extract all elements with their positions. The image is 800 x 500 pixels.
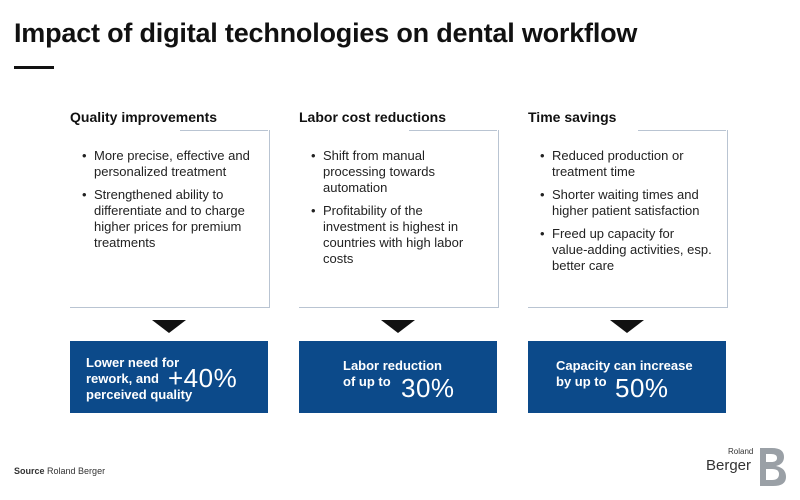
bullet-item: Profitability of the investment is highe… (311, 203, 484, 267)
bullet-list: Shift from manual processing towards aut… (311, 148, 484, 267)
page-title: Impact of digital technologies on dental… (14, 18, 638, 48)
result-value: +40% (168, 363, 238, 393)
bullet-list: Reduced production or treatment time Sho… (540, 148, 713, 274)
bullet-item: More precise, effective and personalized… (82, 148, 255, 180)
column-heading: Labor cost reductions (299, 109, 447, 125)
bullet-box: Shift from manual processing towards aut… (299, 130, 499, 308)
result-label: Labor reduction of up to (343, 358, 442, 389)
result-box-time: Capacity can increase by up to 50% (528, 341, 726, 413)
bullet-item: Reduced production or treatment time (540, 148, 713, 180)
bullet-list: More precise, effective and personalized… (82, 148, 255, 251)
source-note: Source Roland Berger (14, 466, 105, 476)
title-underline (14, 66, 54, 69)
column-labor: Labor cost reductions Shift from manual … (299, 108, 499, 308)
bullet-item: Strengthened ability to differentiate an… (82, 187, 255, 251)
roland-berger-logo: Roland Berger (702, 446, 788, 488)
bullet-item: Freed up capacity for value-adding activ… (540, 226, 713, 274)
bullet-box: More precise, effective and personalized… (70, 130, 270, 308)
logo-text-roland: Roland (728, 447, 754, 456)
bullet-item: Shift from manual processing towards aut… (311, 148, 484, 196)
column-quality: Quality improvements More precise, effec… (70, 108, 270, 308)
column-heading: Time savings (528, 109, 617, 125)
down-arrow-icon (610, 320, 644, 333)
result-value: 30% (401, 373, 455, 403)
source-text: Roland Berger (47, 466, 106, 476)
bullet-box: Reduced production or treatment time Sho… (528, 130, 728, 308)
column-heading: Quality improvements (70, 109, 218, 125)
source-label: Source (14, 466, 45, 476)
down-arrow-icon (381, 320, 415, 333)
result-value: 50% (615, 373, 669, 403)
down-arrow-icon (152, 320, 186, 333)
result-box-quality: Lower need for rework, and perceived qua… (70, 341, 268, 413)
logo-text-berger: Berger (706, 457, 752, 474)
result-label: Lower need for rework, and perceived qua… (86, 355, 193, 402)
bullet-item: Shorter waiting times and higher patient… (540, 187, 713, 219)
result-box-labor: Labor reduction of up to 30% (299, 341, 497, 413)
column-time: Time savings Reduced production or treat… (528, 108, 728, 308)
result-label: Capacity can increase by up to (556, 358, 693, 389)
logo-b-icon (760, 448, 786, 486)
